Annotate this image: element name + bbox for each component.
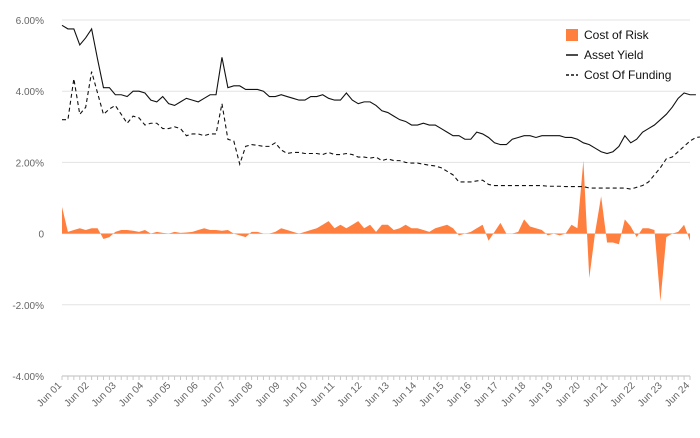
x-tick-label: Jun 11 xyxy=(309,380,338,409)
x-tick-label: Jun 06 xyxy=(172,380,201,409)
y-tick-label: 2.00% xyxy=(16,158,44,169)
x-tick-label: Jun 13 xyxy=(363,380,392,409)
x-tick-label: Jun 17 xyxy=(472,380,501,409)
x-tick-label: Jun 12 xyxy=(335,380,364,409)
x-tick-label: Jun 02 xyxy=(62,380,91,409)
series-line-cost-of-funding xyxy=(62,71,700,190)
y-tick-label: 6.00% xyxy=(16,16,44,27)
y-tick-label: -4.00% xyxy=(12,372,44,383)
legend-label: Asset Yield xyxy=(584,48,643,62)
series-line-asset-yield xyxy=(61,24,696,155)
y-tick-label: 0 xyxy=(38,230,44,241)
x-tick-label: Jun 19 xyxy=(527,380,556,409)
x-tick-label: Jun 18 xyxy=(499,380,528,409)
x-tick-label: Jun 01 xyxy=(35,380,64,409)
x-tick-label: Jun 15 xyxy=(417,380,446,409)
x-tick-label: Jun 22 xyxy=(608,380,637,409)
line-series xyxy=(61,24,700,190)
x-tick-label: Jun 09 xyxy=(254,380,283,409)
x-tick-label: Jun 05 xyxy=(144,380,173,409)
y-axis-tick-labels: 6.00% 4.00% 2.00% 0 -2.00% -4.00% xyxy=(12,16,44,383)
legend-label: Cost of Risk xyxy=(584,28,650,42)
legend: Cost of Risk Asset Yield Cost Of Funding xyxy=(566,28,671,82)
plot-area xyxy=(62,160,690,302)
x-tick-label: Jun 14 xyxy=(390,380,419,409)
legend-swatch-cost-of-risk xyxy=(566,29,578,41)
legend-label: Cost Of Funding xyxy=(584,68,671,82)
y-tick-label: 4.00% xyxy=(16,87,44,98)
x-tick-label: Jun 16 xyxy=(445,380,474,409)
y-tick-label: -2.00% xyxy=(12,301,44,312)
x-tick-label: Jun 23 xyxy=(636,380,665,409)
series-area-cost-of-risk xyxy=(62,160,690,302)
x-tick-label: Jun 04 xyxy=(117,380,146,409)
x-tick-label: Jun 10 xyxy=(281,380,310,409)
x-tick-label: Jun 03 xyxy=(90,380,119,409)
x-tick-label: Jun 08 xyxy=(226,380,255,409)
x-tick-label: Jun 21 xyxy=(581,380,610,409)
x-tick-label: Jun 07 xyxy=(199,380,228,409)
x-tick-label: Jun 24 xyxy=(663,380,692,409)
x-tick-label: Jun 20 xyxy=(554,380,583,409)
